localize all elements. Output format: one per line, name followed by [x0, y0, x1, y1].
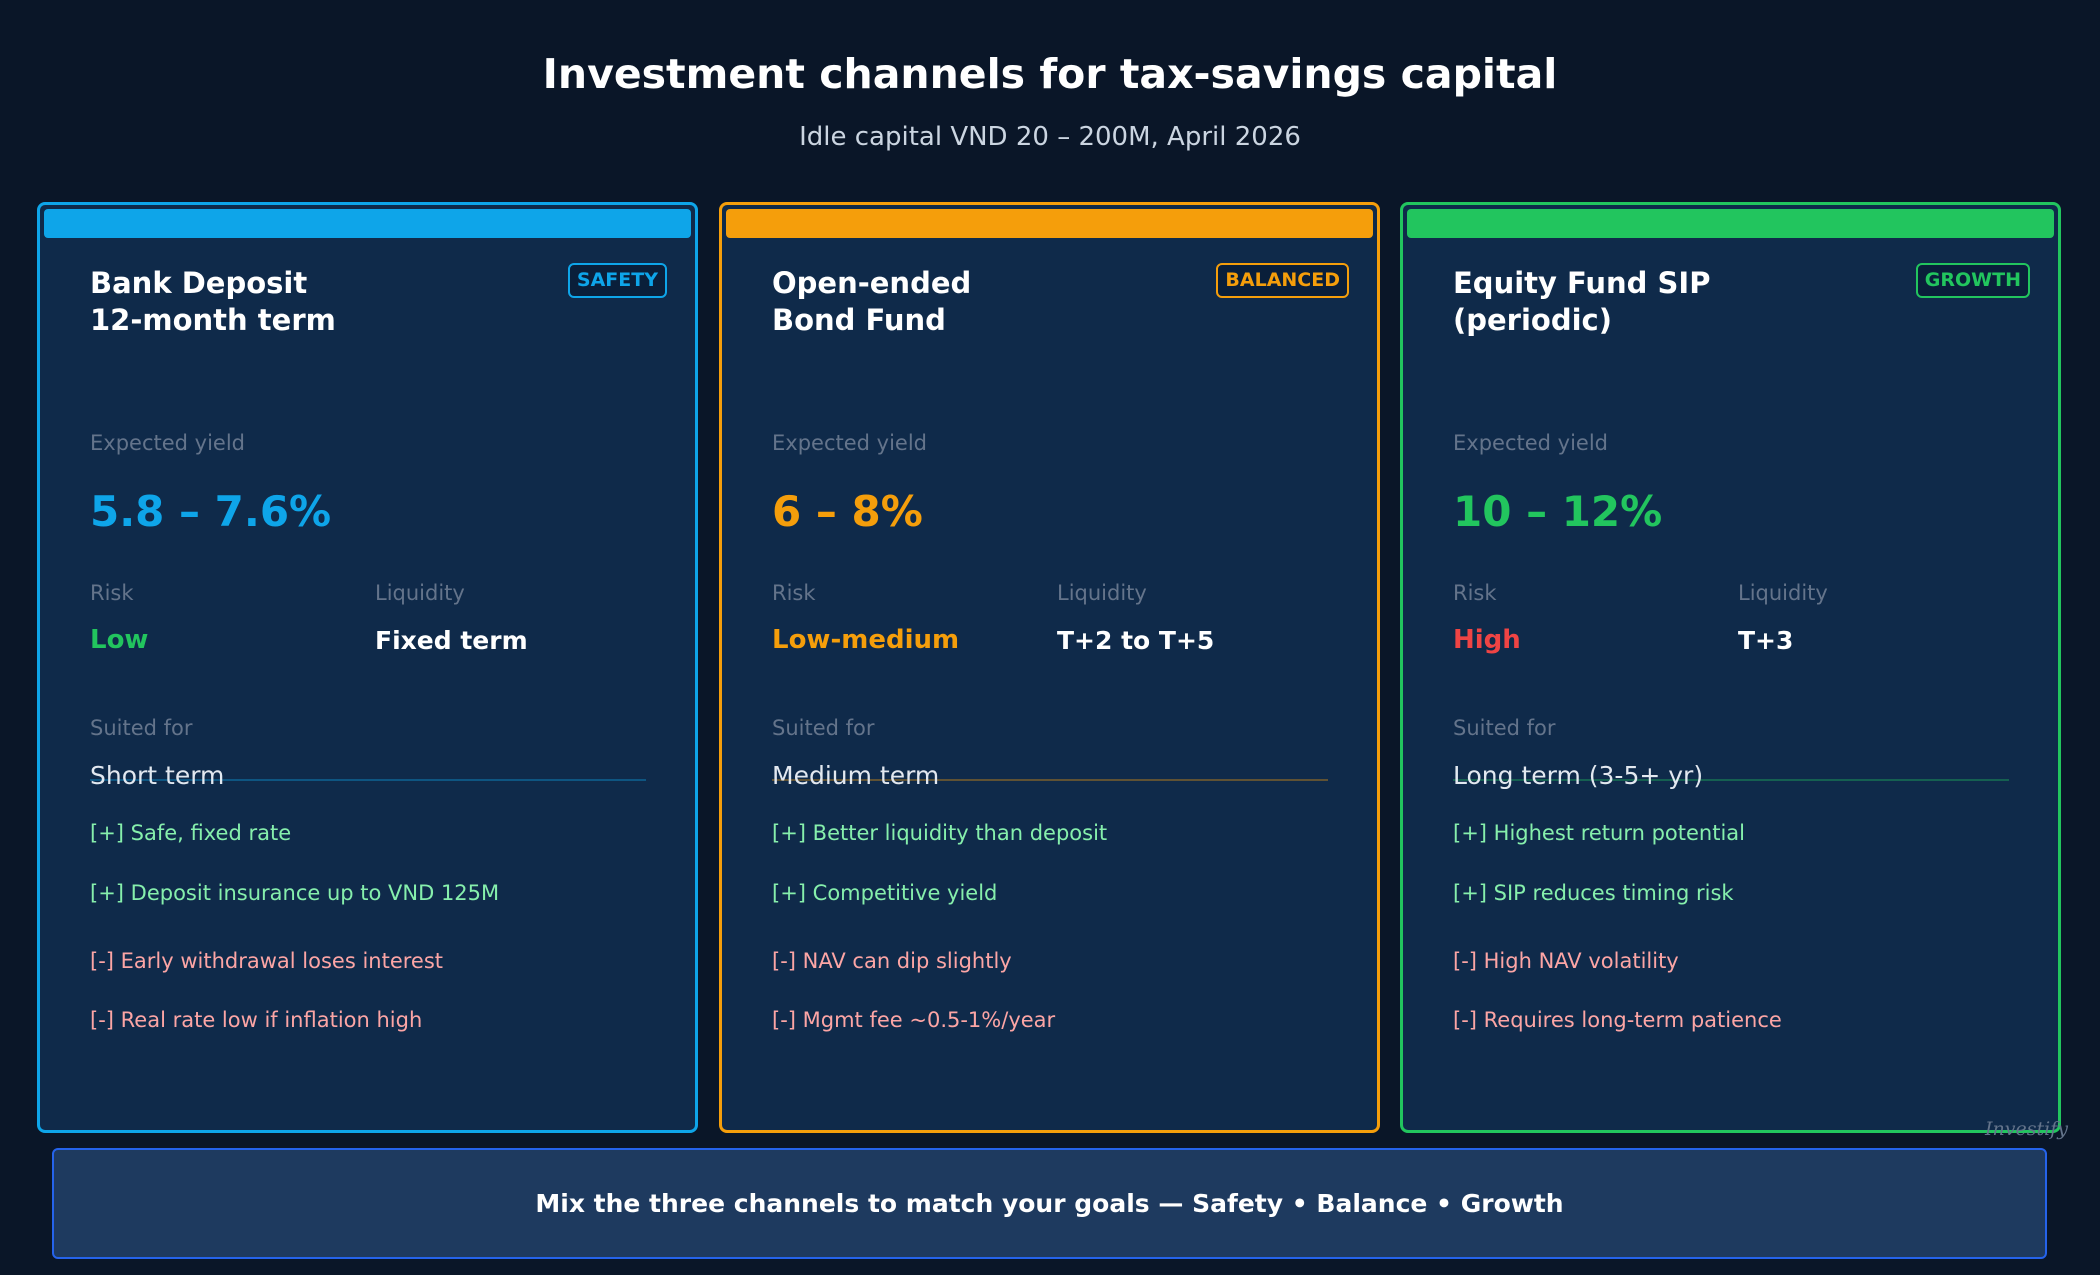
- suited-label: Suited for: [1453, 716, 1556, 740]
- risk-value: High: [1453, 625, 1521, 655]
- page-title: Investment channels for tax-savings capi…: [542, 50, 1558, 98]
- card-equity-fund-sip: Equity Fund SIP (periodic) GROWTH Expecte…: [1400, 202, 2061, 1133]
- pro-item: [+] Competitive yield: [772, 881, 998, 905]
- liquidity-value: Fixed term: [375, 626, 528, 655]
- pro-item: [+] Better liquidity than deposit: [772, 821, 1108, 845]
- card-title-line1: Open-ended: [772, 266, 972, 300]
- con-item: [-] High NAV volatility: [1453, 949, 1679, 973]
- pro-item: [+] Highest return potential: [1453, 821, 1745, 845]
- card-title-line1: Bank Deposit: [90, 266, 308, 300]
- card-title-line1: Equity Fund SIP: [1453, 266, 1711, 300]
- suited-label: Suited for: [90, 716, 193, 740]
- card-title-line2: (periodic): [1453, 303, 1612, 337]
- con-item: [-] NAV can dip slightly: [772, 949, 1012, 973]
- card-bank-deposit: Bank Deposit 12-month term SAFETY Expecte…: [37, 202, 698, 1133]
- liquidity-label: Liquidity: [1057, 581, 1147, 605]
- watermark-logo: Investify: [1985, 1118, 2068, 1140]
- category-badge: BALANCED: [1216, 263, 1349, 298]
- yield-value: 5.8 – 7.6%: [90, 487, 332, 536]
- category-badge: SAFETY: [567, 263, 667, 298]
- card-title: Bank Deposit 12-month term: [90, 265, 336, 339]
- card-bond-fund: Open-ended Bond Fund BALANCED Expected yi…: [719, 202, 1380, 1133]
- risk-label: Risk: [1453, 581, 1497, 605]
- suited-value: Short term: [90, 761, 225, 790]
- accent-bar: [726, 209, 1373, 238]
- card-title: Equity Fund SIP (periodic): [1453, 265, 1710, 339]
- liquidity-label: Liquidity: [375, 581, 465, 605]
- card-title-line2: Bond Fund: [772, 303, 946, 337]
- pro-item: [+] Deposit insurance up to VND 125M: [90, 881, 500, 905]
- suited-value: Long term (3-5+ yr): [1453, 761, 1704, 790]
- risk-value: Low: [90, 625, 149, 655]
- summary-banner: Mix the three channels to match your goa…: [52, 1148, 2047, 1259]
- liquidity-label: Liquidity: [1738, 581, 1828, 605]
- con-item: [-] Early withdrawal loses interest: [90, 949, 444, 973]
- accent-bar: [1407, 209, 2054, 238]
- card-title-line2: 12-month term: [90, 303, 336, 337]
- risk-label: Risk: [772, 581, 816, 605]
- yield-label: Expected yield: [90, 431, 245, 455]
- liquidity-value: T+3: [1738, 626, 1794, 655]
- con-item: [-] Requires long-term patience: [1453, 1008, 1782, 1032]
- con-item: [-] Real rate low if inflation high: [90, 1008, 423, 1032]
- suited-value: Medium term: [772, 761, 940, 790]
- yield-value: 10 – 12%: [1453, 487, 1663, 536]
- pro-item: [+] SIP reduces timing risk: [1453, 881, 1734, 905]
- divider: [1453, 779, 2009, 781]
- yield-label: Expected yield: [772, 431, 927, 455]
- con-item: [-] Mgmt fee ~0.5-1%/year: [772, 1008, 1056, 1032]
- page-subtitle: Idle capital VND 20 – 200M, April 2026: [799, 122, 1301, 152]
- divider: [90, 779, 646, 781]
- suited-label: Suited for: [772, 716, 875, 740]
- category-badge: GROWTH: [1915, 263, 2030, 298]
- risk-value: Low-medium: [772, 625, 960, 655]
- risk-label: Risk: [90, 581, 134, 605]
- divider: [772, 779, 1328, 781]
- pro-item: [+] Safe, fixed rate: [90, 821, 292, 845]
- yield-label: Expected yield: [1453, 431, 1608, 455]
- card-title: Open-ended Bond Fund: [772, 265, 971, 339]
- accent-bar: [44, 209, 691, 238]
- yield-value: 6 – 8%: [772, 487, 923, 536]
- liquidity-value: T+2 to T+5: [1057, 626, 1215, 655]
